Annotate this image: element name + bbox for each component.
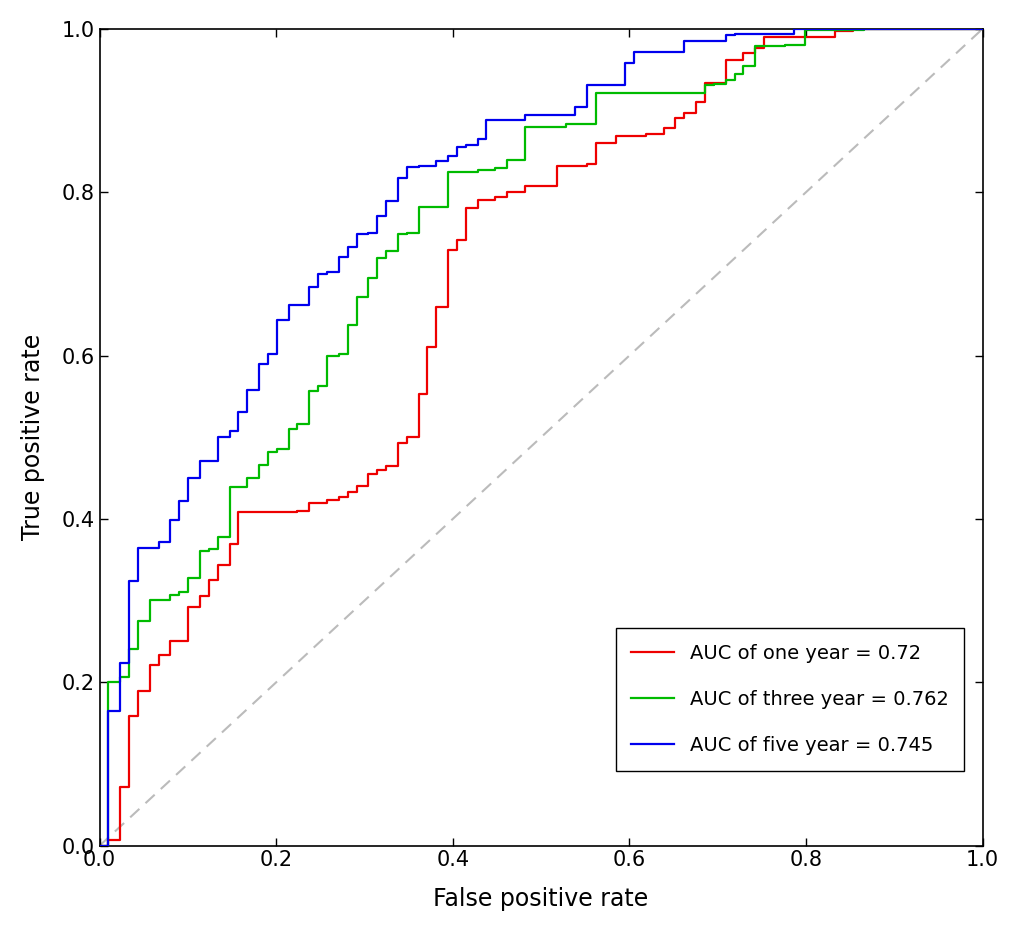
Legend: AUC of one year = 0.72, AUC of three year = 0.762, AUC of five year = 0.745: AUC of one year = 0.72, AUC of three yea… xyxy=(615,628,963,771)
Y-axis label: True positive rate: True positive rate xyxy=(20,334,45,541)
X-axis label: False positive rate: False positive rate xyxy=(433,887,648,911)
